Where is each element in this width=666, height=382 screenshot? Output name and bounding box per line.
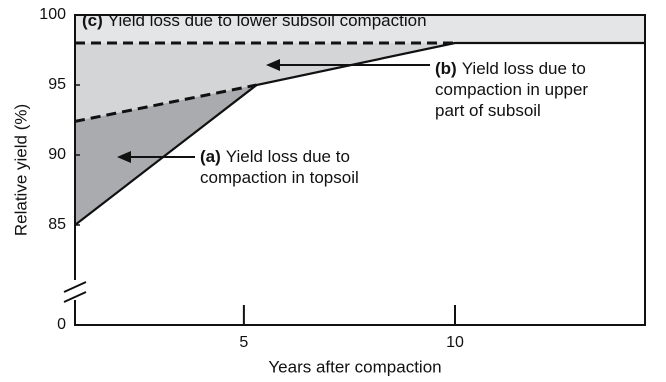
plot-frame [74,14,646,326]
annotation: part of subsoil [435,101,541,120]
x-axis-label: Years after compaction [268,357,441,376]
y-tick-label: 85 [48,216,66,233]
annotation-label: (c) [82,11,103,30]
annotation: compaction in topsoil [200,168,359,187]
arrow-head [266,59,280,71]
annotation-text: Yield loss due to [462,59,586,78]
annotation-text: compaction in upper [435,80,588,99]
annotation: (a) Yield loss due to [200,147,350,166]
annotation-text: compaction in topsoil [200,168,359,187]
annotation-label: (a) [200,147,221,166]
y-tick-label: 90 [48,146,66,163]
break-mark [63,281,87,293]
annotation: (b) Yield loss due to [435,59,586,78]
annotation-text: Yield loss due to [226,147,350,166]
y-axis-label: Relative yield (%) [11,104,30,236]
y-tick-label: 100 [39,6,66,23]
y-tick-label: 0 [57,316,66,333]
x-tick-label: 5 [239,334,248,351]
areas [75,15,645,225]
area-c [75,15,645,43]
annotation-text: part of subsoil [435,101,541,120]
annotation-label: (b) [435,59,457,78]
y-tick-label: 95 [48,76,66,93]
x-tick-label: 10 [446,334,464,351]
annotation: (c) Yield loss due to lower subsoil compa… [82,11,427,30]
annotation-text: Yield loss due to lower subsoil compacti… [108,11,427,30]
break-mark [63,291,87,303]
arrow-head [117,151,131,163]
annotation: compaction in upper [435,80,588,99]
